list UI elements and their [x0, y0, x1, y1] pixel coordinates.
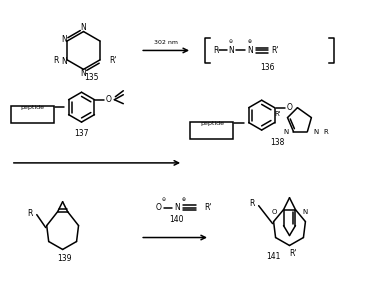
Text: R: R — [27, 209, 33, 218]
FancyBboxPatch shape — [11, 106, 54, 123]
Text: R: R — [323, 128, 328, 134]
Text: O: O — [271, 209, 277, 215]
Text: 302 nm: 302 nm — [154, 40, 178, 45]
Text: N: N — [61, 35, 67, 44]
Text: R': R' — [290, 249, 297, 258]
Text: 140: 140 — [169, 215, 183, 224]
Text: N: N — [81, 23, 86, 32]
Text: N: N — [247, 46, 252, 55]
Text: O: O — [155, 203, 161, 212]
Text: 135: 135 — [84, 73, 99, 82]
Text: R': R' — [204, 203, 211, 212]
Text: peptide: peptide — [21, 105, 45, 110]
Text: N: N — [174, 203, 180, 212]
Text: N: N — [283, 128, 288, 134]
Text: O: O — [287, 103, 293, 112]
Text: R: R — [213, 46, 218, 55]
Text: 136: 136 — [260, 63, 275, 72]
Text: ⊖: ⊖ — [229, 39, 233, 44]
Text: N: N — [61, 57, 67, 66]
Text: ⊕: ⊕ — [182, 197, 186, 202]
Text: R': R' — [272, 46, 279, 55]
Text: 141: 141 — [266, 252, 281, 261]
Text: ⊕: ⊕ — [247, 39, 252, 44]
Text: N: N — [302, 209, 308, 215]
Text: N: N — [228, 46, 234, 55]
Text: N: N — [81, 69, 86, 78]
FancyBboxPatch shape — [191, 122, 233, 138]
Text: R: R — [249, 199, 255, 208]
Text: R': R' — [274, 111, 280, 117]
Text: 137: 137 — [74, 128, 89, 138]
Text: R': R' — [109, 56, 116, 65]
Text: peptide: peptide — [200, 121, 224, 126]
Text: 139: 139 — [57, 254, 72, 263]
Text: R: R — [53, 56, 58, 65]
Text: ⊖: ⊖ — [162, 197, 166, 202]
Text: N: N — [313, 128, 319, 134]
Text: 138: 138 — [270, 138, 285, 147]
Text: O: O — [105, 95, 111, 104]
